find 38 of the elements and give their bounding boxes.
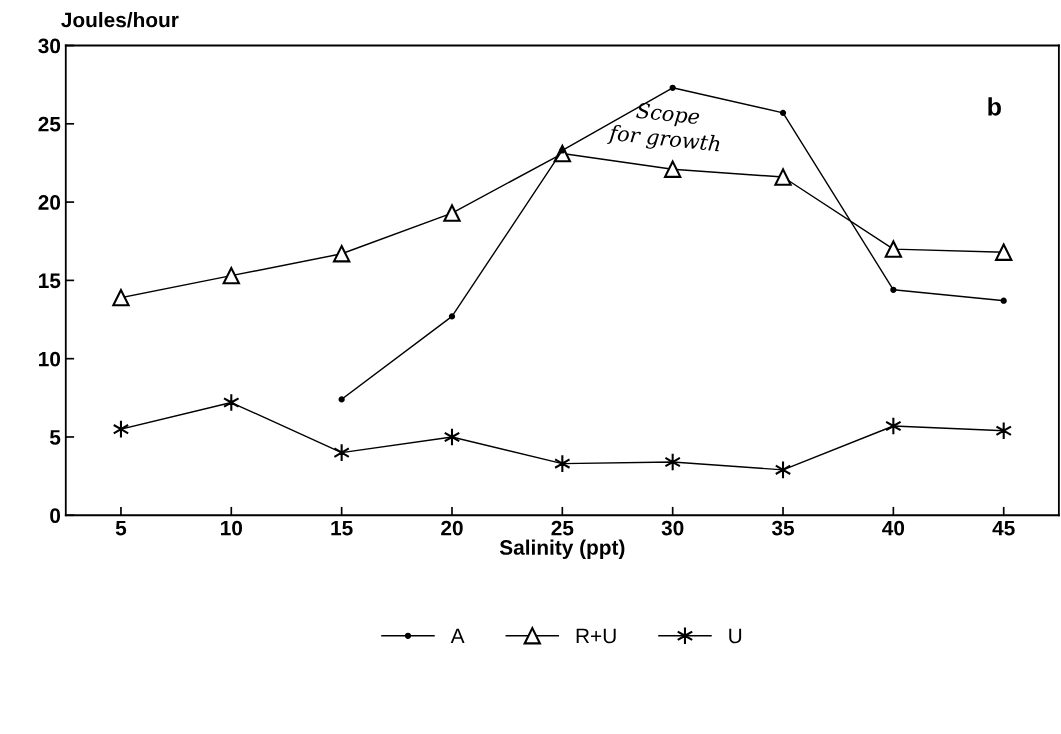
point (338, 396, 345, 403)
x-tick-label: 40 (882, 520, 905, 536)
y-tick-label: 20 (38, 195, 61, 210)
x-tick-label: 30 (661, 520, 684, 536)
y-tick-label: 15 (39, 273, 61, 289)
point (774, 168, 792, 186)
point (884, 240, 903, 258)
point (663, 160, 682, 178)
annotation: b (988, 97, 1001, 116)
x-tick-label: 45 (992, 520, 1015, 536)
point (1000, 297, 1007, 304)
point (995, 421, 1012, 441)
point (890, 286, 897, 293)
x-tick-label: 10 (221, 520, 243, 536)
point (222, 267, 240, 285)
y-tick-label: 0 (50, 508, 61, 524)
x-tick-label: 20 (441, 520, 463, 536)
y-tick-label: 25 (38, 116, 61, 132)
x-tick-label: 35 (771, 520, 795, 536)
point (443, 204, 461, 222)
x-tick-label: 5 (115, 520, 127, 536)
legend-label: U (729, 628, 742, 644)
point (112, 288, 130, 307)
point (995, 243, 1013, 261)
point (448, 313, 456, 320)
x-tick-label: 15 (331, 520, 353, 536)
legend-label: R+U (576, 628, 616, 644)
x-axis-title: Salinity (ppt) (499, 539, 625, 559)
y-tick-label: 30 (38, 38, 61, 54)
legend-label: A (450, 628, 465, 644)
y-tick-label: 10 (39, 351, 61, 367)
y-axis-title: Joules/hour (61, 11, 179, 28)
point (669, 84, 676, 91)
point (332, 245, 351, 263)
y-tick-label: 5 (49, 430, 61, 445)
x-tick-label: 25 (551, 520, 574, 536)
annotation: Scope for growth (607, 102, 721, 156)
point (779, 109, 787, 116)
